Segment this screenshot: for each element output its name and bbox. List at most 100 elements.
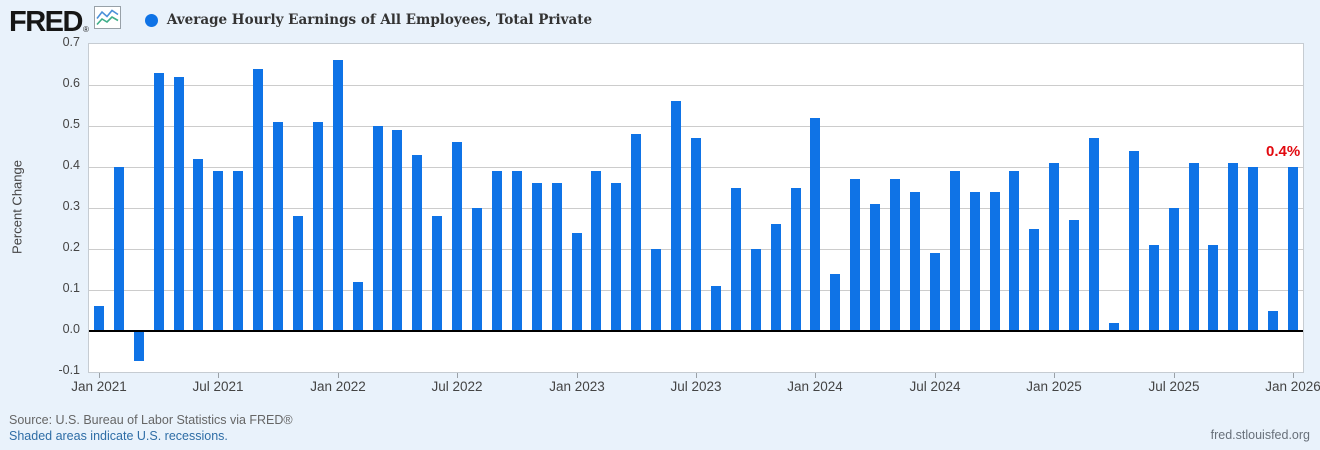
bar[interactable] [193, 159, 203, 331]
bar[interactable] [910, 192, 920, 331]
x-tick-label: Jan 2025 [1026, 379, 1082, 394]
bar[interactable] [492, 171, 502, 331]
y-tick-label: 0.0 [62, 322, 80, 336]
bar[interactable] [174, 77, 184, 331]
bar[interactable] [1029, 229, 1039, 331]
bar[interactable] [353, 282, 363, 331]
gridline [89, 126, 1303, 127]
bar[interactable] [412, 155, 422, 331]
bar[interactable] [990, 192, 1000, 331]
bar[interactable] [154, 73, 164, 331]
x-tick-label: Jul 2024 [909, 379, 961, 394]
bar[interactable] [432, 216, 442, 331]
y-tick-label: 0.7 [62, 35, 80, 49]
y-tick-label: 0.2 [62, 240, 80, 254]
bar[interactable] [552, 183, 562, 331]
recession-note-link[interactable]: Shaded areas indicate U.S. recessions. [9, 429, 228, 443]
bar[interactable] [472, 208, 482, 331]
bar[interactable] [313, 122, 323, 331]
bar[interactable] [591, 171, 601, 331]
bar[interactable] [751, 249, 761, 331]
x-tick-mark [338, 373, 339, 378]
x-tick-label: Jan 2024 [787, 379, 843, 394]
bar[interactable] [1009, 171, 1019, 331]
bar[interactable] [373, 126, 383, 331]
bar[interactable] [830, 274, 840, 331]
plot-area[interactable]: 0.4% [88, 43, 1304, 373]
bar[interactable] [452, 142, 462, 331]
x-tick-label: Jul 2025 [1148, 379, 1200, 394]
bar[interactable] [1109, 323, 1119, 331]
bar[interactable] [731, 188, 741, 331]
x-tick-mark [457, 373, 458, 378]
x-tick-mark [696, 373, 697, 378]
bar[interactable] [94, 306, 104, 331]
bar[interactable] [1189, 163, 1199, 331]
bar[interactable] [711, 286, 721, 331]
x-tick-label: Jan 2023 [549, 379, 605, 394]
x-tick-mark [1293, 373, 1294, 378]
x-tick-mark [218, 373, 219, 378]
y-tick-label: -0.1 [58, 363, 80, 377]
bar[interactable] [870, 204, 880, 331]
series-title: Average Hourly Earnings of All Employees… [166, 12, 593, 28]
x-tick-label: Jul 2022 [431, 379, 483, 394]
bar[interactable] [1069, 220, 1079, 331]
bar[interactable] [1049, 163, 1059, 331]
bar[interactable] [273, 122, 283, 331]
bar[interactable] [1129, 151, 1139, 331]
chart-header: FRED ® Average Hourly Earnings of All Em… [0, 0, 1320, 40]
y-tick-label: 0.5 [62, 117, 80, 131]
x-tick-label: Jan 2021 [71, 379, 127, 394]
x-tick-mark [1174, 373, 1175, 378]
bar[interactable] [512, 171, 522, 331]
latest-value-label: 0.4% [1266, 143, 1301, 160]
bar[interactable] [572, 233, 582, 331]
bar[interactable] [114, 167, 124, 331]
bar[interactable] [253, 69, 263, 331]
bar[interactable] [233, 171, 243, 331]
bar[interactable] [771, 224, 781, 331]
bar[interactable] [532, 183, 542, 331]
bar[interactable] [1149, 245, 1159, 331]
bar[interactable] [392, 130, 402, 331]
bar[interactable] [970, 192, 980, 331]
fred-site-link[interactable]: fred.stlouisfed.org [1210, 428, 1310, 442]
fred-logo-text: FRED [9, 5, 83, 38]
bar[interactable] [890, 179, 900, 331]
bar[interactable] [293, 216, 303, 331]
bar[interactable] [611, 183, 621, 331]
footer-notes: Source: U.S. Bureau of Labor Statistics … [9, 412, 293, 444]
x-tick-mark [1054, 373, 1055, 378]
y-axis-title: Percent Change [9, 160, 25, 254]
bar[interactable] [1208, 245, 1218, 331]
bar[interactable] [950, 171, 960, 331]
bar[interactable] [333, 60, 343, 331]
bar[interactable] [1169, 208, 1179, 331]
bar[interactable] [671, 101, 681, 331]
fred-logo[interactable]: FRED ® [9, 5, 121, 38]
bar[interactable] [791, 188, 801, 331]
zero-line [89, 330, 1303, 332]
bar[interactable] [850, 179, 860, 331]
bar[interactable] [1268, 311, 1278, 331]
bar[interactable] [691, 138, 701, 331]
gridline [89, 85, 1303, 86]
x-tick-label: Jul 2021 [192, 379, 244, 394]
bar[interactable] [1248, 167, 1258, 331]
bar[interactable] [1228, 163, 1238, 331]
y-tick-label: 0.4 [62, 158, 80, 172]
x-tick-mark [815, 373, 816, 378]
bar[interactable] [631, 134, 641, 331]
bar[interactable] [134, 332, 144, 361]
bar[interactable] [1288, 167, 1298, 331]
x-tick-label: Jan 2022 [310, 379, 366, 394]
bar[interactable] [810, 118, 820, 331]
bar[interactable] [213, 171, 223, 331]
x-tick-label: Jul 2023 [670, 379, 722, 394]
y-tick-label: 0.3 [62, 199, 80, 213]
bar[interactable] [1089, 138, 1099, 331]
bar[interactable] [651, 249, 661, 331]
bar[interactable] [930, 253, 940, 331]
x-tick-label: Jan 2026 [1265, 379, 1320, 394]
